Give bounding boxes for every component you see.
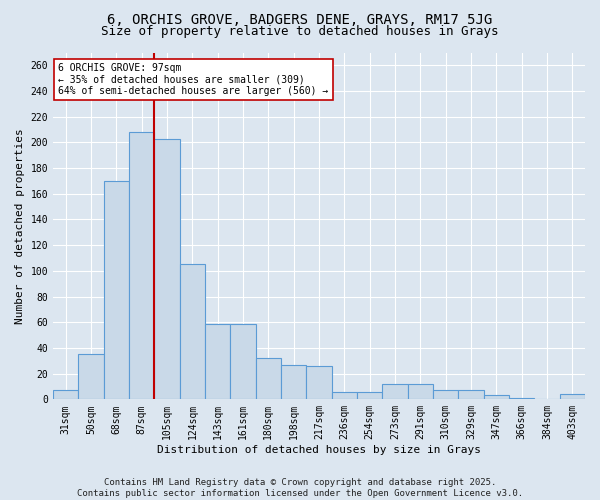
Bar	[484, 396, 509, 400]
Bar	[332, 392, 357, 400]
Bar	[53, 390, 79, 400]
Bar	[560, 394, 585, 400]
Text: 6 ORCHIS GROVE: 97sqm
← 35% of detached houses are smaller (309)
64% of semi-det: 6 ORCHIS GROVE: 97sqm ← 35% of detached …	[58, 63, 329, 96]
Bar	[307, 366, 332, 400]
Text: Size of property relative to detached houses in Grays: Size of property relative to detached ho…	[101, 25, 499, 38]
Text: Contains HM Land Registry data © Crown copyright and database right 2025.
Contai: Contains HM Land Registry data © Crown c…	[77, 478, 523, 498]
Bar	[256, 358, 281, 400]
Y-axis label: Number of detached properties: Number of detached properties	[15, 128, 25, 324]
Bar	[154, 138, 179, 400]
Bar	[281, 364, 307, 400]
Bar	[205, 324, 230, 400]
Bar	[458, 390, 484, 400]
Bar	[509, 398, 535, 400]
Bar	[79, 354, 104, 400]
X-axis label: Distribution of detached houses by size in Grays: Distribution of detached houses by size …	[157, 445, 481, 455]
Bar	[129, 132, 154, 400]
Bar	[179, 264, 205, 400]
Bar	[407, 384, 433, 400]
Bar	[357, 392, 382, 400]
Bar	[433, 390, 458, 400]
Bar	[382, 384, 407, 400]
Bar	[104, 181, 129, 400]
Bar	[230, 324, 256, 400]
Text: 6, ORCHIS GROVE, BADGERS DENE, GRAYS, RM17 5JG: 6, ORCHIS GROVE, BADGERS DENE, GRAYS, RM…	[107, 12, 493, 26]
